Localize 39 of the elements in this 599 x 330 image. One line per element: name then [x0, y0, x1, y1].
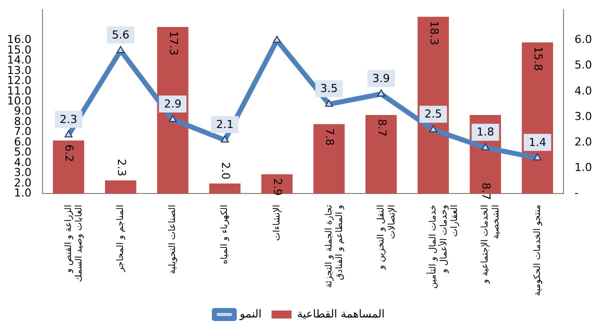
legend-label: المساهمة القطاعية	[297, 307, 385, 320]
data-label: 2.1	[216, 118, 234, 131]
y2-tick-label: 1.0	[574, 161, 592, 174]
data-label: 2.9	[164, 97, 182, 110]
data-label: 17.3	[166, 30, 180, 56]
data-label: 2.3	[60, 112, 78, 126]
data-label: 5.6	[112, 28, 130, 42]
x-tick-label: منتجو الخدمات الحكومية	[532, 204, 543, 296]
data-label: 8.7	[375, 118, 388, 136]
y2-tick-label: 6.0	[574, 33, 592, 46]
x-tick-label: الكهرباء و المياه	[220, 204, 230, 264]
data-label: 3.5	[320, 82, 338, 96]
legend-label: النمو	[238, 307, 262, 320]
y2-tick-label: -	[574, 186, 579, 200]
x-tick-label: الزراعة و القنص و الغابات وصيد السمك	[64, 204, 85, 282]
data-label: 2.3	[114, 158, 128, 176]
data-label: 1.8	[476, 126, 494, 139]
y-tick-label: 1.0	[14, 186, 32, 200]
data-label: 3.9	[372, 72, 390, 85]
x-tick-label: المناجم و المحاجر	[116, 204, 126, 273]
x-tick-label: الصناعات التحويلية	[168, 204, 178, 274]
data-label: 18.3	[427, 20, 440, 46]
data-label: 2.9	[271, 178, 284, 196]
data-label: 15.8	[532, 46, 545, 71]
x-tick-label: النقل و التخزين و الإتصالات	[376, 204, 398, 270]
y2-tick-label: 4.0	[574, 84, 592, 98]
x-tick-label: الخدمات الإجتماعية و الشخصية	[480, 204, 502, 284]
data-label: 7.8	[323, 128, 336, 146]
data-label: 1.4	[528, 136, 546, 149]
x-tick-label: خدمات المال و التأمين وخدمات الأعمال و العقارات	[426, 204, 460, 289]
data-label: 2.0	[218, 162, 232, 180]
data-label: 6.2	[62, 144, 76, 162]
y2-tick-label: 3.0	[574, 110, 592, 123]
y2-tick-label: 2.0	[574, 135, 592, 148]
data-label: 8.7	[479, 182, 492, 200]
y2-tick-label: 5.0	[574, 58, 592, 72]
x-tick-label: تجارة الجملة و التجزئة و المطاعم و الفنادق	[324, 204, 346, 288]
x-tick-label: الإنشاءات	[272, 204, 282, 241]
data-label: 2.5	[424, 108, 442, 121]
